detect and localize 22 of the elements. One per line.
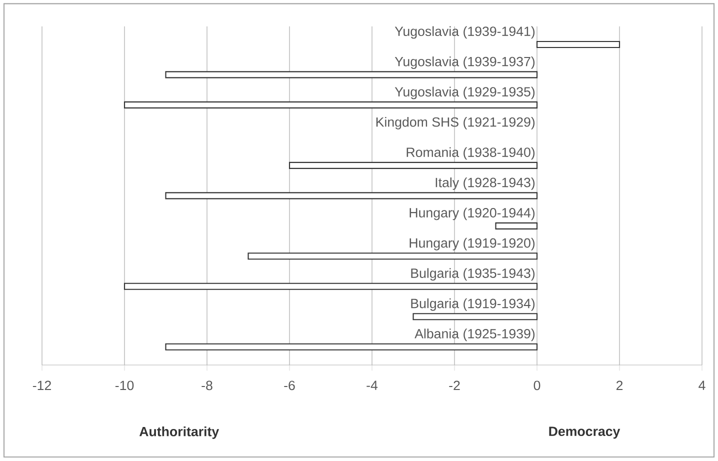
y-tick-label: Kingdom SHS (1921-1929) [376, 116, 535, 130]
text: Democracy [549, 426, 620, 439]
text: Authoritarity [139, 426, 220, 439]
y-tick-label: Bulgaria (1935-1943) [411, 268, 535, 281]
x-tick-label: -4 [366, 380, 378, 390]
x-tick-label: -2 [449, 380, 460, 390]
y-tick-label: Yugoslavia (1939-1941) [394, 26, 535, 39]
x-tick-label: -10 [115, 380, 134, 390]
y-tick-label: Hungary (1920-1944) [410, 208, 535, 220]
y-tick-label: Hungary (1919-1920) [410, 238, 535, 250]
y-tick-label: Albania (1925-1939) [414, 328, 535, 342]
y-tick-label: Yugoslavia (1929-1935) [394, 86, 535, 100]
y-tick-label: Bulgaria (1919-1934) [411, 298, 535, 311]
x-tick-label: -12 [32, 380, 51, 390]
y-tick-label: Yugoslavia (1939-1937) [394, 56, 535, 69]
y-tick-label: Italy (1928-1943) [436, 177, 535, 190]
x-tick-label: -8 [202, 380, 212, 390]
y-tick-label: Romania (1938-1940) [406, 147, 535, 160]
x-tick-label: 2 [616, 380, 623, 390]
x-tick-label: -6 [284, 380, 295, 390]
x-tick-label: 0 [534, 380, 540, 390]
x-tick-label: 4 [698, 380, 706, 390]
